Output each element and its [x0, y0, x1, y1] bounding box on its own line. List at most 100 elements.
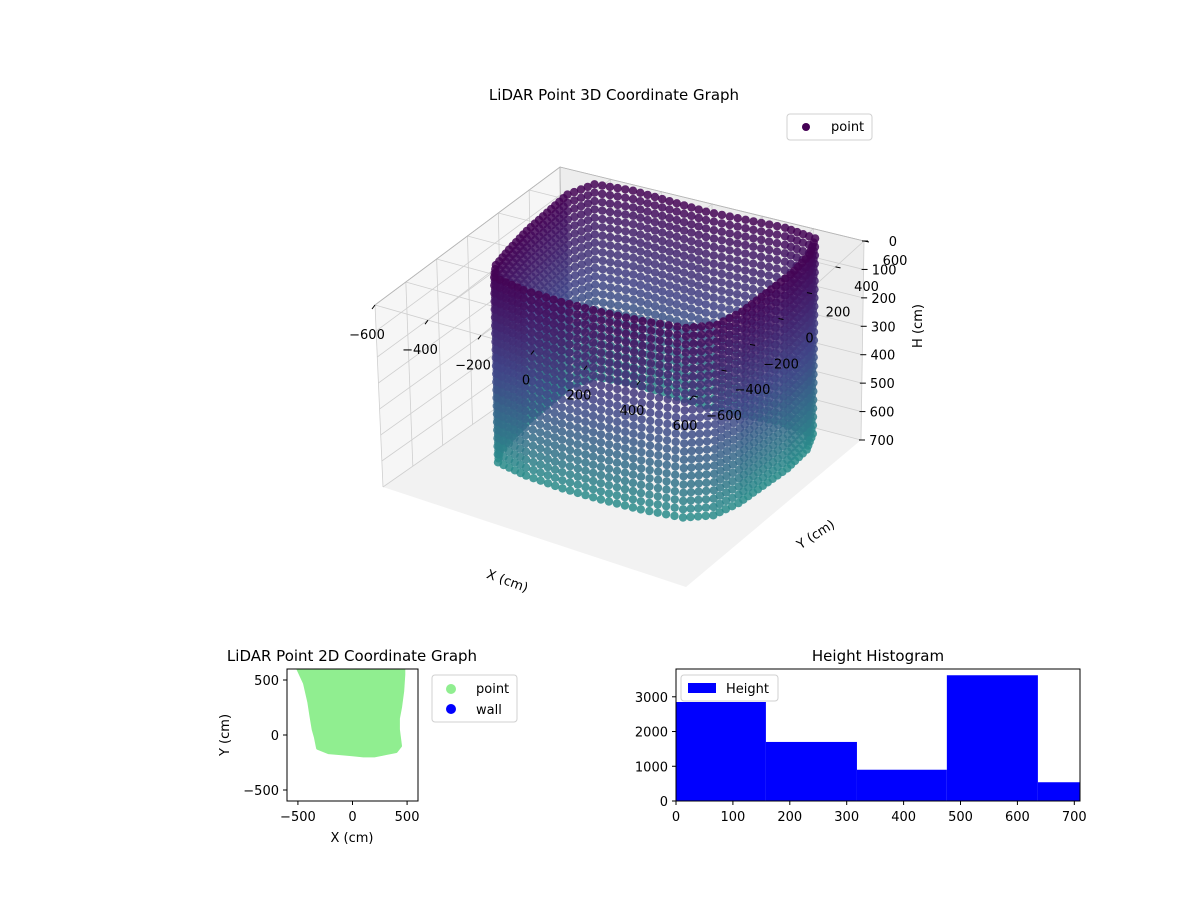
point-marker — [571, 287, 580, 297]
point-marker — [557, 378, 566, 388]
point-marker — [679, 234, 689, 244]
point-marker — [687, 253, 696, 263]
point-marker — [629, 454, 638, 463]
point-marker — [646, 383, 655, 393]
y-tick-label: 1000 — [635, 760, 668, 775]
point-marker — [730, 352, 740, 361]
point-marker — [636, 480, 646, 490]
point-marker — [543, 430, 552, 439]
point-marker — [716, 433, 726, 442]
point-marker — [717, 392, 727, 401]
point-marker — [573, 326, 582, 335]
point-marker — [628, 478, 638, 488]
point-marker — [672, 388, 681, 397]
point-marker — [583, 224, 593, 233]
point-marker — [597, 340, 606, 349]
point-marker — [711, 395, 720, 404]
point-marker — [573, 407, 582, 416]
point-marker — [654, 426, 663, 435]
point-marker — [613, 311, 622, 320]
point-marker — [694, 487, 703, 496]
point-marker — [565, 324, 574, 333]
point-marker — [605, 182, 615, 192]
point-marker — [581, 458, 590, 467]
point-marker — [734, 465, 744, 474]
point-marker — [712, 328, 722, 338]
point-marker — [719, 325, 728, 334]
chart-3d-legend-frame — [786, 113, 873, 141]
point-marker — [606, 299, 615, 309]
point-marker — [722, 480, 731, 489]
point-marker — [581, 442, 590, 451]
point-marker — [694, 247, 703, 256]
point-marker — [596, 495, 606, 504]
point-marker — [596, 422, 606, 431]
point-marker — [650, 276, 660, 286]
point-marker — [681, 381, 690, 390]
point-marker — [725, 288, 734, 297]
point-marker — [573, 456, 582, 465]
point-marker — [679, 209, 689, 218]
x-tick-label: 0 — [348, 810, 356, 825]
point-marker — [673, 338, 682, 348]
point-marker — [709, 268, 718, 277]
point-marker — [613, 417, 622, 427]
point-marker — [565, 397, 574, 406]
point-marker — [637, 407, 646, 416]
point-marker — [581, 352, 590, 362]
point-marker — [723, 422, 732, 431]
point-marker — [658, 194, 667, 204]
point-marker — [565, 486, 575, 495]
point-marker — [535, 395, 544, 405]
point-marker — [605, 191, 615, 200]
point-marker — [694, 222, 703, 231]
point-marker — [577, 285, 587, 294]
point-marker — [679, 226, 689, 235]
point-marker — [621, 362, 630, 371]
point-marker — [654, 410, 664, 419]
y-tick — [749, 343, 756, 346]
point-marker — [655, 336, 664, 345]
point-marker — [741, 274, 750, 284]
point-marker — [604, 456, 614, 465]
point-marker — [628, 470, 638, 479]
point-marker — [613, 409, 622, 418]
point-marker — [598, 198, 607, 207]
point-marker — [573, 480, 582, 489]
point-marker — [701, 511, 710, 521]
point-marker — [709, 502, 718, 512]
histogram-legend-swatch — [688, 683, 716, 693]
point-marker — [581, 474, 590, 483]
point-marker — [663, 386, 672, 396]
point-marker — [665, 213, 674, 223]
point-marker — [589, 493, 598, 502]
point-marker — [665, 247, 674, 256]
point-marker — [679, 251, 689, 261]
point-marker — [717, 383, 727, 393]
point-marker — [636, 238, 645, 248]
point-marker — [658, 228, 667, 237]
point-marker — [629, 236, 638, 246]
point-marker — [646, 359, 656, 368]
point-marker — [664, 337, 673, 346]
point-marker — [565, 364, 574, 374]
point-marker — [573, 342, 582, 351]
point-marker — [565, 462, 575, 471]
point-marker — [612, 499, 622, 508]
point-marker — [590, 247, 600, 256]
point-marker — [604, 472, 614, 482]
point-marker — [672, 224, 681, 233]
point-marker — [591, 272, 600, 281]
point-marker — [643, 232, 652, 242]
point-marker — [687, 203, 696, 212]
point-marker — [581, 377, 590, 386]
point-marker — [702, 478, 711, 487]
point-marker — [725, 314, 734, 323]
point-marker — [557, 427, 567, 436]
point-marker — [520, 390, 530, 400]
point-marker — [724, 347, 734, 356]
point-marker — [671, 429, 680, 438]
y-tick-label: 0 — [805, 332, 813, 347]
point-marker — [629, 356, 639, 365]
point-marker — [550, 441, 560, 450]
